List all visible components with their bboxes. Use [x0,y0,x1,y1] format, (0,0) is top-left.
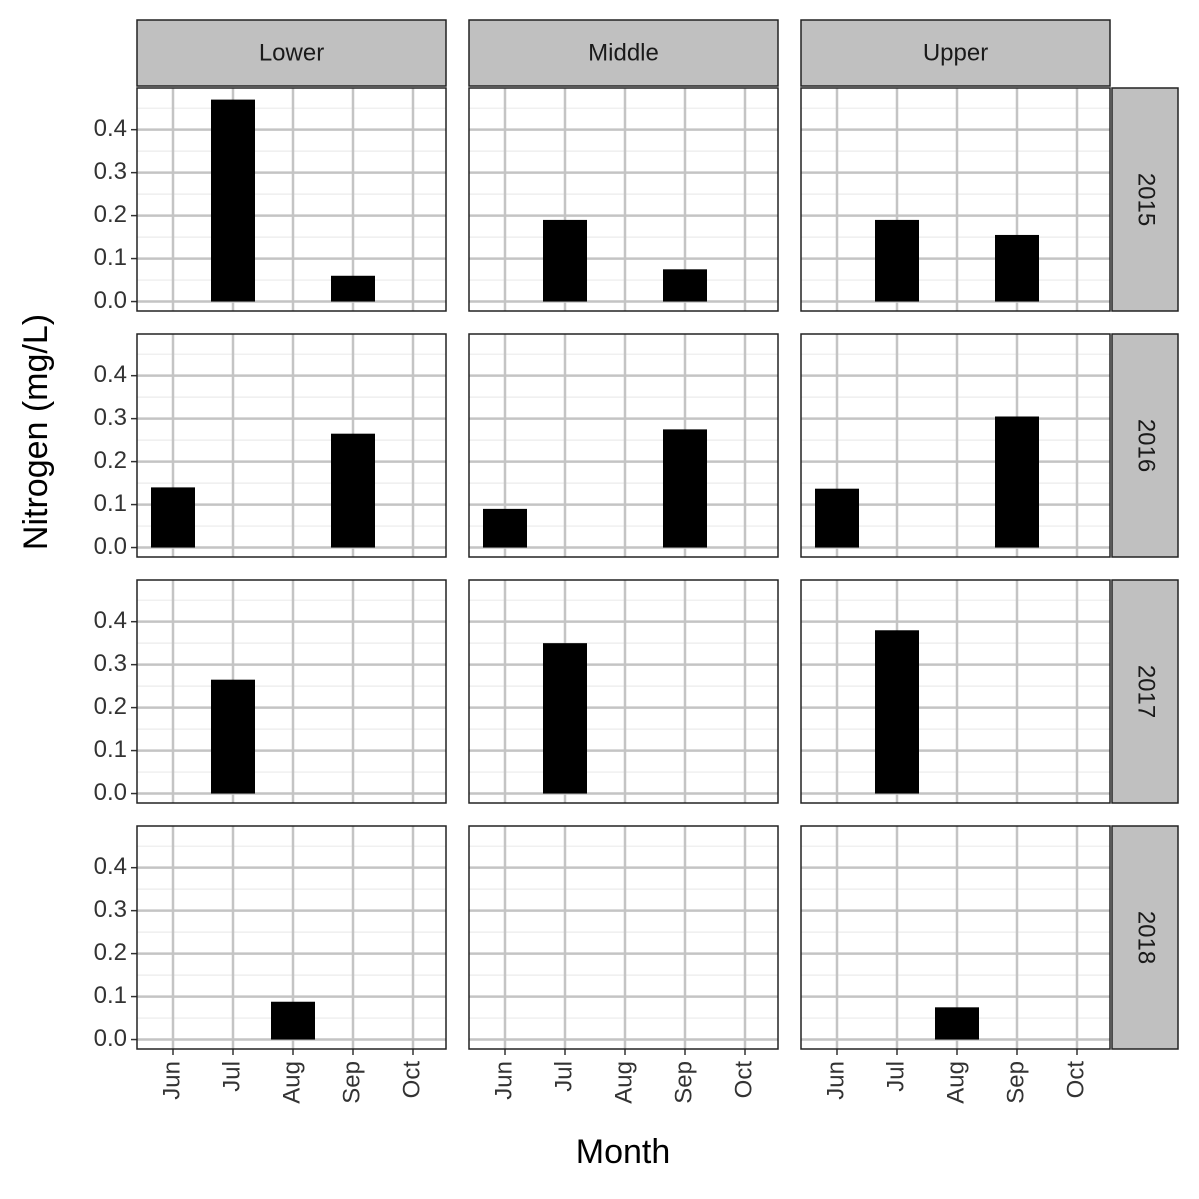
bar [663,269,707,302]
strip [468,19,779,87]
panel-border [136,333,447,558]
bar [483,508,527,548]
x-tick-label: Jul [550,1061,577,1092]
bar [543,219,587,302]
panel-border [468,579,779,804]
x-tick-label: Aug [610,1061,637,1104]
strip [1111,825,1179,1050]
y-tick-label: 0.4 [94,607,127,634]
bar [875,219,919,302]
panel-background [469,826,778,1049]
x-tick-label: Sep [1002,1061,1029,1104]
panel-background [801,580,1110,803]
x-tick-label: Oct [1062,1061,1089,1099]
y-axis-title: Nitrogen (mg/L) [17,314,55,550]
panel-border [800,825,1111,1050]
y-tick-label: 0.0 [94,287,127,314]
bar [331,433,375,548]
bar [331,275,375,302]
x-tick-label: Jun [158,1061,185,1100]
y-tick-label: 0.2 [94,693,127,720]
panel-background [469,580,778,803]
panel-border [468,333,779,558]
bar [995,416,1039,548]
bar [935,1007,979,1040]
panel-border [468,87,779,312]
x-tick-label: Oct [398,1061,425,1099]
bar [875,630,919,794]
bar [271,1001,315,1040]
column-label: Lower [259,39,324,66]
bar [995,234,1039,302]
y-tick-label: 0.4 [94,853,127,880]
panel-border [800,579,1111,804]
panel-background [137,580,446,803]
y-tick-label: 0.1 [94,736,127,763]
bar [663,429,707,548]
y-tick-label: 0.1 [94,490,127,517]
y-tick-label: 0.1 [94,244,127,271]
y-tick-label: 0.1 [94,982,127,1009]
row-label: 2018 [1133,911,1160,964]
y-tick-label: 0.2 [94,201,127,228]
y-tick-label: 0.3 [94,404,127,431]
column-label: Upper [923,39,988,66]
x-tick-label: Aug [278,1061,305,1104]
row-label: 2016 [1133,419,1160,472]
y-tick-label: 0.3 [94,158,127,185]
x-tick-label: Jul [882,1061,909,1092]
panel-background [801,88,1110,311]
bar [211,99,255,302]
y-tick-label: 0.0 [94,533,127,560]
y-tick-label: 0.0 [94,1025,127,1052]
strip [1111,579,1179,804]
strip [1111,87,1179,312]
panel-background [137,88,446,311]
y-tick-label: 0.4 [94,115,127,142]
strip [1111,333,1179,558]
x-axis-title: Month [576,1133,671,1171]
y-tick-label: 0.0 [94,779,127,806]
strip [800,19,1111,87]
panel-border [800,333,1111,558]
x-tick-label: Sep [670,1061,697,1104]
x-tick-label: Sep [338,1061,365,1104]
strip [136,19,447,87]
x-tick-label: Jun [822,1061,849,1100]
x-tick-label: Oct [730,1061,757,1099]
bar [543,643,587,794]
x-tick-label: Jun [490,1061,517,1100]
column-label: Middle [588,39,659,66]
x-tick-label: Jul [218,1061,245,1092]
y-tick-label: 0.3 [94,896,127,923]
bar [151,487,195,548]
panel-border [468,825,779,1050]
row-label: 2017 [1133,665,1160,718]
x-tick-label: Aug [942,1061,969,1104]
panel-border [136,87,447,312]
y-tick-label: 0.2 [94,939,127,966]
y-tick-label: 0.2 [94,447,127,474]
row-label: 2015 [1133,173,1160,226]
bar [211,679,255,794]
panel-background [469,88,778,311]
y-tick-label: 0.3 [94,650,127,677]
y-tick-label: 0.4 [94,361,127,388]
panel-border [136,579,447,804]
panel-border [800,87,1111,312]
bar [815,488,859,548]
panel-border [136,825,447,1050]
